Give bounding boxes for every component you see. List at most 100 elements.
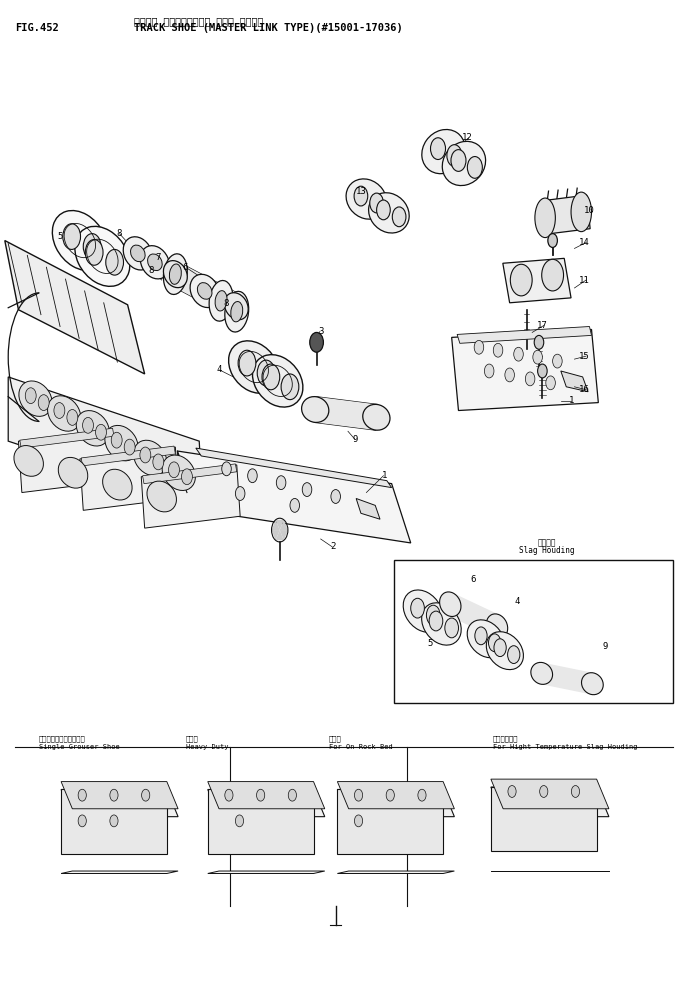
Ellipse shape bbox=[147, 254, 162, 271]
Ellipse shape bbox=[169, 264, 182, 284]
Text: 8: 8 bbox=[148, 266, 153, 275]
Ellipse shape bbox=[531, 662, 553, 685]
Polygon shape bbox=[338, 871, 454, 873]
Ellipse shape bbox=[422, 130, 465, 173]
Polygon shape bbox=[279, 530, 288, 540]
Ellipse shape bbox=[253, 355, 303, 407]
Polygon shape bbox=[82, 446, 175, 466]
Text: 14: 14 bbox=[579, 238, 590, 247]
Polygon shape bbox=[142, 464, 237, 484]
Circle shape bbox=[445, 618, 458, 638]
Polygon shape bbox=[491, 787, 597, 851]
Ellipse shape bbox=[363, 404, 390, 430]
Polygon shape bbox=[457, 326, 592, 343]
Circle shape bbox=[110, 815, 118, 826]
Ellipse shape bbox=[164, 254, 187, 294]
Circle shape bbox=[182, 469, 192, 485]
Ellipse shape bbox=[162, 455, 195, 491]
Polygon shape bbox=[8, 377, 203, 505]
Circle shape bbox=[571, 786, 580, 798]
Ellipse shape bbox=[571, 192, 592, 232]
Ellipse shape bbox=[76, 410, 110, 446]
Circle shape bbox=[534, 335, 544, 349]
Circle shape bbox=[354, 186, 368, 206]
Circle shape bbox=[354, 789, 362, 801]
Circle shape bbox=[548, 234, 558, 248]
Circle shape bbox=[248, 469, 258, 483]
Text: 15: 15 bbox=[579, 352, 590, 361]
Circle shape bbox=[538, 364, 547, 378]
Text: Single Grouser Shoe: Single Grouser Shoe bbox=[39, 744, 120, 750]
Ellipse shape bbox=[75, 226, 130, 286]
Circle shape bbox=[110, 789, 118, 801]
Text: 2: 2 bbox=[330, 542, 336, 551]
Circle shape bbox=[276, 476, 286, 490]
Ellipse shape bbox=[140, 246, 169, 278]
Circle shape bbox=[393, 207, 406, 227]
Circle shape bbox=[475, 627, 487, 645]
Ellipse shape bbox=[440, 592, 461, 616]
Circle shape bbox=[222, 462, 232, 476]
Text: 4: 4 bbox=[514, 597, 520, 606]
Text: 12: 12 bbox=[462, 133, 472, 143]
Circle shape bbox=[153, 454, 164, 470]
Circle shape bbox=[78, 815, 86, 826]
Circle shape bbox=[508, 646, 520, 664]
Ellipse shape bbox=[52, 210, 108, 271]
Ellipse shape bbox=[535, 198, 556, 238]
Text: 6: 6 bbox=[471, 575, 476, 584]
Ellipse shape bbox=[443, 142, 486, 185]
Text: 8: 8 bbox=[223, 299, 229, 308]
Polygon shape bbox=[61, 871, 178, 873]
Text: ノロ地用: ノロ地用 bbox=[538, 538, 556, 547]
Polygon shape bbox=[503, 259, 571, 303]
Circle shape bbox=[83, 417, 93, 433]
Ellipse shape bbox=[422, 603, 461, 645]
Text: 11: 11 bbox=[579, 275, 590, 284]
Text: 8: 8 bbox=[116, 229, 121, 238]
Text: For On Rock-Bed: For On Rock-Bed bbox=[329, 744, 393, 750]
Circle shape bbox=[542, 260, 564, 291]
Polygon shape bbox=[561, 371, 588, 391]
Polygon shape bbox=[451, 329, 598, 410]
Ellipse shape bbox=[105, 425, 138, 461]
Circle shape bbox=[540, 786, 548, 798]
Circle shape bbox=[124, 439, 135, 455]
Circle shape bbox=[494, 639, 506, 657]
Circle shape bbox=[514, 347, 523, 361]
Ellipse shape bbox=[369, 192, 409, 233]
Circle shape bbox=[370, 193, 384, 213]
FancyBboxPatch shape bbox=[394, 560, 673, 703]
Polygon shape bbox=[61, 782, 178, 809]
Polygon shape bbox=[141, 465, 240, 528]
Polygon shape bbox=[61, 790, 167, 853]
Polygon shape bbox=[5, 241, 145, 374]
Circle shape bbox=[63, 224, 81, 250]
Text: 13: 13 bbox=[356, 186, 367, 195]
Circle shape bbox=[105, 250, 123, 275]
Text: 6: 6 bbox=[182, 263, 188, 272]
Polygon shape bbox=[448, 593, 499, 637]
Text: 1: 1 bbox=[382, 472, 387, 481]
Circle shape bbox=[488, 634, 501, 652]
Circle shape bbox=[38, 394, 49, 410]
Ellipse shape bbox=[486, 613, 508, 638]
Text: 5: 5 bbox=[58, 232, 63, 241]
Circle shape bbox=[67, 409, 78, 425]
Polygon shape bbox=[275, 530, 284, 540]
Text: Slag Houding: Slag Houding bbox=[519, 546, 575, 555]
Text: FIG.452: FIG.452 bbox=[15, 23, 59, 33]
Circle shape bbox=[377, 200, 390, 220]
Ellipse shape bbox=[231, 301, 242, 322]
Ellipse shape bbox=[486, 631, 523, 670]
Polygon shape bbox=[208, 782, 325, 809]
Polygon shape bbox=[208, 790, 325, 817]
Circle shape bbox=[484, 364, 494, 378]
Circle shape bbox=[302, 483, 312, 496]
Circle shape bbox=[257, 789, 264, 801]
Polygon shape bbox=[18, 429, 117, 493]
Circle shape bbox=[411, 599, 425, 618]
Ellipse shape bbox=[224, 292, 248, 320]
Circle shape bbox=[430, 138, 445, 160]
Polygon shape bbox=[279, 520, 288, 530]
